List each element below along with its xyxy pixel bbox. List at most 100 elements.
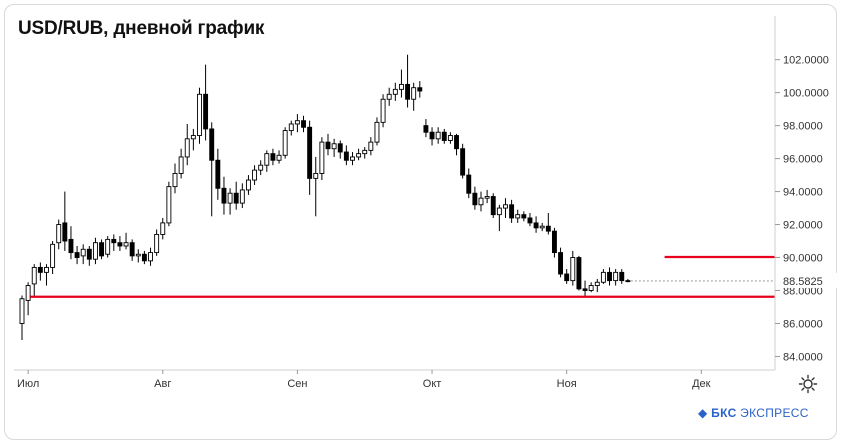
candle[interactable] [607,267,612,286]
candle[interactable] [386,87,392,106]
candle[interactable] [227,188,233,215]
candle[interactable] [288,120,294,136]
candle[interactable] [209,122,215,217]
candle[interactable] [380,94,386,128]
candle[interactable] [570,250,576,286]
candle[interactable] [258,160,264,176]
candle[interactable] [123,232,129,250]
candle[interactable] [509,199,515,223]
candle[interactable] [576,255,582,291]
candle[interactable] [31,264,37,298]
candle[interactable] [197,87,202,144]
candle[interactable] [92,237,98,265]
candle[interactable] [343,145,349,166]
candle[interactable] [594,278,600,293]
candle[interactable] [111,234,117,251]
brand-logo[interactable]: ◆ БКС ЭКСПРЕСС [698,406,809,420]
candle[interactable] [503,198,508,218]
candle[interactable] [392,82,398,101]
candle[interactable] [221,176,227,215]
candle[interactable] [441,128,447,144]
candle[interactable] [50,241,56,275]
candle[interactable] [25,282,31,316]
candle[interactable] [337,140,343,159]
candle[interactable] [460,143,466,179]
candle[interactable] [613,269,619,286]
candle[interactable] [588,282,594,293]
candle[interactable] [172,163,178,194]
candle[interactable] [135,249,141,263]
candle[interactable] [184,123,190,166]
candle[interactable] [154,229,160,256]
candle[interactable] [558,247,564,278]
candle[interactable] [239,183,245,209]
candle[interactable] [319,137,325,181]
candle[interactable] [233,181,239,210]
candle[interactable] [19,295,25,340]
candle[interactable] [490,193,496,218]
candle[interactable] [105,236,111,258]
candle[interactable] [215,148,221,200]
candle[interactable] [331,138,337,157]
candle[interactable] [545,213,551,235]
candle[interactable] [435,127,441,144]
candle[interactable] [178,148,184,179]
candle[interactable] [564,269,570,284]
candle[interactable] [245,175,251,195]
candle[interactable] [166,181,172,227]
candle[interactable] [429,127,435,146]
candle[interactable] [160,217,166,240]
candle[interactable] [190,128,196,151]
candle[interactable] [62,191,68,251]
candle[interactable] [350,152,355,166]
candle[interactable] [325,133,331,156]
candle[interactable] [301,115,306,133]
candle[interactable] [423,119,429,138]
candle[interactable] [374,117,380,146]
candle[interactable] [56,219,62,250]
candle[interactable] [117,236,123,251]
settings-gear-icon[interactable] [798,374,818,394]
candle[interactable] [282,127,288,159]
candle[interactable] [264,150,270,172]
candle[interactable] [539,222,545,232]
candle[interactable] [527,213,533,227]
candle[interactable] [86,245,92,266]
candle[interactable] [270,148,276,166]
candle[interactable] [521,211,527,222]
candle[interactable] [37,262,43,281]
candle[interactable] [362,147,368,159]
candle[interactable] [472,186,478,210]
candle[interactable] [515,209,521,223]
candle[interactable] [129,239,135,261]
candle[interactable] [551,227,557,258]
candle[interactable] [447,132,453,144]
candle[interactable] [398,69,404,98]
candle[interactable] [533,216,539,233]
candle[interactable] [68,226,74,260]
candle[interactable] [466,168,472,199]
candle[interactable] [74,245,80,265]
candle[interactable] [625,278,631,283]
candle[interactable] [141,250,147,265]
candle[interactable] [44,264,49,286]
candle[interactable] [478,191,484,212]
candle[interactable] [368,137,374,156]
candle[interactable] [307,120,313,195]
candle[interactable] [313,156,319,217]
candle[interactable] [294,114,300,133]
candle[interactable] [80,244,86,265]
candle[interactable] [496,204,502,232]
candle[interactable] [356,148,362,161]
candle[interactable] [600,269,606,284]
candle[interactable] [619,269,625,284]
candle[interactable] [484,189,490,204]
candle[interactable] [454,133,459,156]
candle[interactable] [203,64,209,141]
candle[interactable] [148,247,153,266]
candle[interactable] [405,54,411,108]
candle[interactable] [582,280,588,298]
candle[interactable] [411,82,417,111]
candle[interactable] [417,81,423,98]
